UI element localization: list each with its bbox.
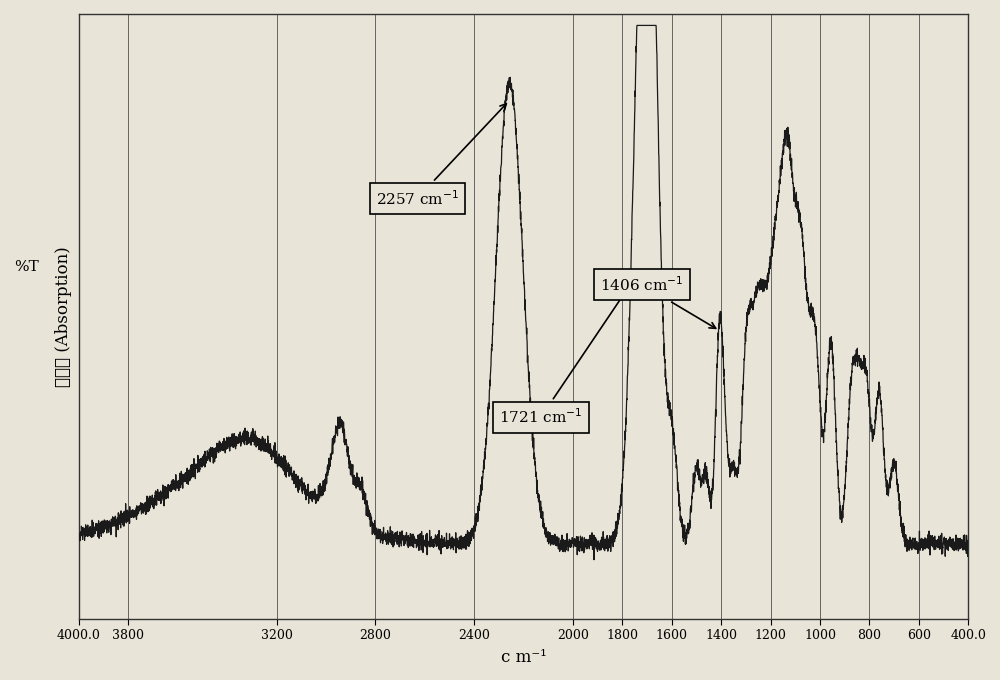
Y-axis label: 吸光度 (Absorption): 吸光度 (Absorption) (55, 246, 72, 387)
Text: %T: %T (14, 260, 39, 274)
Text: 2257 cm$^{-1}$: 2257 cm$^{-1}$ (376, 103, 506, 207)
Text: 1721 cm$^{-1}$: 1721 cm$^{-1}$ (499, 271, 639, 426)
Text: 1406 cm$^{-1}$: 1406 cm$^{-1}$ (600, 275, 716, 328)
X-axis label: c m⁻¹: c m⁻¹ (501, 649, 546, 666)
